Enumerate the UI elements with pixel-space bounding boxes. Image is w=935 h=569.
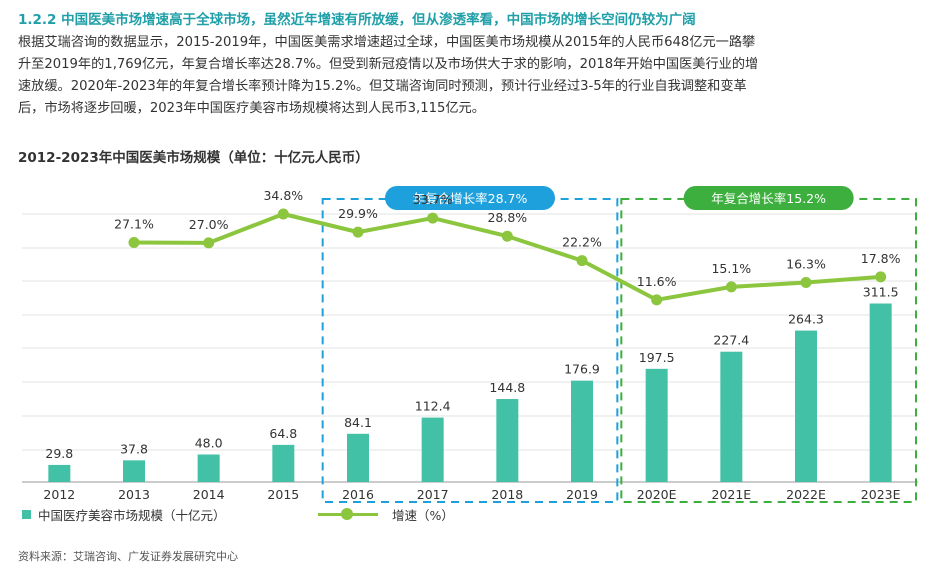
market-size-bar (421, 417, 444, 482)
bar-value-label: 144.8 (489, 380, 525, 395)
paragraph-line: 根据艾瑞咨询的数据显示，2015-2019年，中国医美需求增速超过全球，中国医美… (18, 35, 756, 50)
x-tick-label: 2021E (711, 487, 751, 502)
x-tick-label: 2012 (43, 487, 75, 502)
bar-value-label: 264.3 (788, 312, 824, 327)
cagr-badge-label: 年复合增长率28.7% (413, 191, 528, 206)
paragraph-line: 升至2019年的1,769亿元，年复合增长率达28.7%。但受到新冠疫情以及市场… (18, 57, 759, 72)
growth-rate-label: 15.1% (711, 261, 751, 276)
bar-value-label: 84.1 (344, 415, 372, 430)
x-tick-label: 2015 (267, 487, 299, 502)
growth-rate-point (501, 230, 513, 242)
x-tick-label: 2019 (566, 487, 598, 502)
growth-rate-point (875, 271, 887, 283)
legend-bar-label: 中国医疗美容市场规模（十亿元） (38, 508, 226, 523)
market-size-bar (795, 330, 817, 482)
growth-rate-label: 33.7% (413, 192, 453, 207)
growth-rate-point (352, 226, 364, 238)
growth-rate-label: 27.0% (189, 217, 229, 232)
x-tick-label: 2022E (786, 487, 826, 502)
x-tick-label: 2014 (193, 487, 225, 502)
market-size-bar (347, 433, 369, 482)
bar-value-label: 29.8 (45, 446, 73, 461)
bar-value-label: 37.8 (120, 441, 148, 456)
growth-rate-point (203, 237, 215, 249)
source-note: 资料来源：艾瑞咨询、广发证券发展研究中心 (18, 550, 238, 563)
x-tick-label: 2016 (342, 487, 374, 502)
cagr-badge-label: 年复合增长率15.2% (711, 191, 826, 206)
chart-title: 2012-2023年中国医美市场规模（单位：十亿元人民币） (18, 150, 369, 166)
market-size-bar (123, 460, 145, 482)
growth-rate-label: 17.8% (861, 251, 901, 266)
x-tick-label: 2013 (118, 487, 150, 502)
bar-value-label: 227.4 (713, 333, 749, 348)
market-size-bar (720, 351, 743, 482)
growth-rate-point (725, 281, 737, 293)
section-heading: 1.2.2 中国医美市场增速高于全球市场，虽然近年增速有所放缓，但从渗透率看，中… (18, 12, 696, 28)
x-tick-label: 2018 (491, 487, 523, 502)
market-size-bar (571, 380, 593, 482)
x-tick-label: 2017 (417, 487, 449, 502)
bar-value-label: 64.8 (269, 426, 297, 441)
x-tick-label: 2020E (637, 487, 677, 502)
legend-bar-swatch (22, 510, 31, 519)
market-size-bar (48, 464, 71, 482)
growth-rate-point (576, 255, 588, 267)
market-size-bar (645, 368, 668, 482)
growth-rate-point (128, 236, 140, 248)
market-size-bar (496, 399, 519, 482)
x-tick-label: 2023E (861, 487, 901, 502)
growth-rate-label: 16.3% (786, 256, 826, 271)
growth-rate-label: 27.1% (114, 216, 154, 231)
growth-rate-point (800, 276, 812, 288)
legend-line-label: 增速（%） (392, 508, 454, 523)
growth-rate-label: 28.8% (487, 210, 527, 225)
growth-rate-label: 11.6% (637, 274, 677, 289)
bar-value-label: 48.0 (195, 435, 223, 450)
bar-value-label: 197.5 (639, 350, 675, 365)
market-size-bar (197, 454, 220, 482)
growth-rate-point (277, 208, 289, 220)
market-size-bar (869, 303, 892, 482)
bar-value-label: 176.9 (564, 362, 600, 377)
cagr-badge (385, 186, 555, 210)
growth-rate-label: 22.2% (562, 235, 602, 250)
paragraph-line: 后，市场将逐步回暖，2023年中国医疗美容市场规模将达到人民币3,115亿元。 (18, 101, 485, 116)
intro-paragraph: 根据艾瑞咨询的数据显示，2015-2019年，中国医美需求增速超过全球，中国医美… (18, 32, 918, 120)
growth-rate-point (427, 212, 439, 224)
growth-rate-label: 34.8% (263, 188, 303, 203)
growth-rate-label: 29.9% (338, 206, 378, 221)
growth-rate-point (651, 294, 663, 306)
cagr-badge (683, 186, 854, 210)
paragraph-line: 速放缓。2020年-2023年的年复合增长率预计降为15.2%。但艾瑞咨询同时预… (18, 79, 747, 94)
growth-rate-line (133, 212, 881, 302)
bar-value-label: 311.5 (863, 285, 899, 300)
legend-line-marker (341, 508, 353, 520)
bar-value-label: 112.4 (415, 399, 451, 414)
market-size-bar (272, 444, 295, 482)
